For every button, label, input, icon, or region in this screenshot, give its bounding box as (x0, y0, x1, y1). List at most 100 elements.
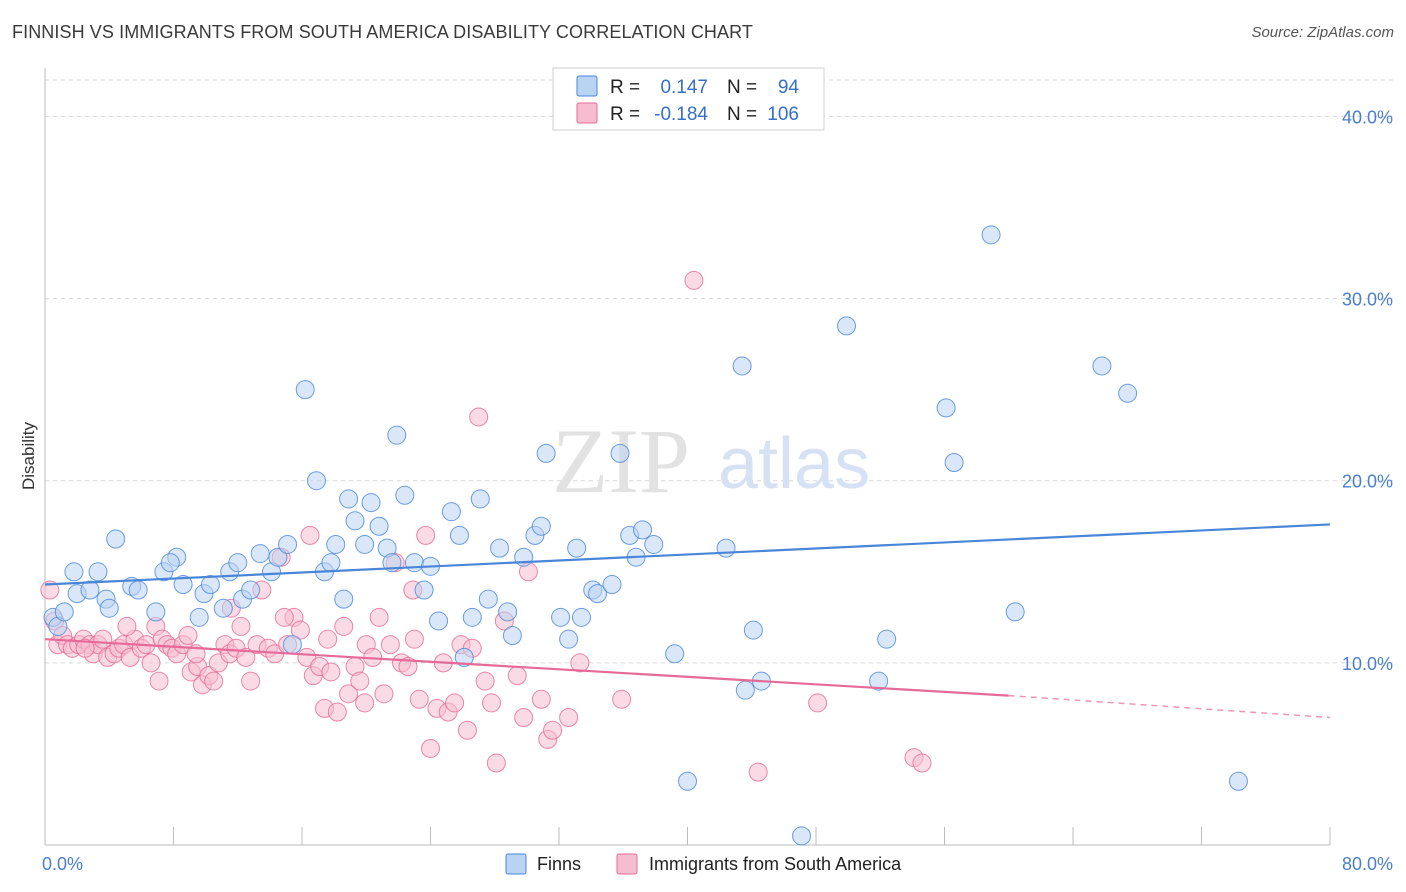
point-immigrants (241, 671, 261, 691)
point-immigrants (398, 657, 418, 676)
point-finns (732, 356, 752, 376)
trend-line-immigrants-extension (1008, 694, 1331, 719)
point-finns (588, 584, 608, 604)
legend-n-label-1: N = (727, 77, 757, 98)
point-finns (743, 620, 763, 640)
point-immigrants (149, 671, 169, 691)
point-finns (213, 598, 233, 618)
point-immigrants (369, 607, 389, 627)
point-immigrants (334, 616, 354, 636)
point-finns (470, 489, 490, 509)
point-finns (944, 453, 964, 472)
point-finns (665, 644, 685, 664)
axes (44, 68, 1331, 846)
point-immigrants (339, 684, 359, 704)
point-finns (295, 380, 315, 400)
point-immigrants (570, 653, 590, 673)
point-finns (404, 553, 424, 573)
point-immigrants (531, 689, 551, 709)
point-finns (429, 611, 449, 631)
point-finns (200, 575, 220, 595)
point-finns (490, 538, 510, 558)
point-immigrants (93, 629, 113, 649)
point-finns (106, 529, 126, 549)
point-immigrants (475, 671, 495, 691)
point-finns (54, 602, 74, 622)
point-finns (250, 544, 270, 564)
point-immigrants (355, 693, 375, 713)
point-finns (282, 635, 302, 655)
point-finns (228, 553, 248, 573)
point-immigrants (808, 693, 828, 713)
point-finns (792, 826, 812, 846)
x-tick-label: 80.0% (1342, 854, 1393, 874)
point-finns (531, 516, 551, 536)
x-tick-label: 0.0% (42, 854, 83, 874)
point-immigrants (374, 684, 394, 704)
y-tick-label: 30.0% (1342, 290, 1393, 310)
point-finns (610, 443, 630, 463)
point-finns (981, 225, 1001, 245)
point-finns (602, 575, 622, 595)
legend-swatch-finns (576, 75, 598, 97)
point-immigrants (482, 693, 502, 713)
point-finns (837, 316, 857, 336)
point-immigrants (75, 638, 95, 658)
point-finns (80, 580, 100, 600)
point-finns (877, 629, 897, 649)
point-finns (173, 575, 193, 595)
trend-line-immigrants (44, 638, 1009, 697)
series-legend: Finns Immigrants from South America (505, 853, 902, 875)
y-tick-label: 20.0% (1342, 472, 1393, 492)
point-immigrants (457, 720, 477, 740)
point-finns (559, 629, 579, 649)
bottom-legend-finns: Finns (537, 854, 581, 874)
point-finns (454, 647, 474, 667)
point-finns (633, 520, 653, 540)
point-immigrants (380, 635, 400, 655)
y-tick-label: 10.0% (1342, 654, 1393, 674)
y-axis-title: Disability (19, 421, 38, 490)
point-finns (99, 598, 119, 618)
point-immigrants (612, 689, 632, 709)
point-immigrants (416, 525, 436, 545)
point-immigrants (507, 666, 527, 686)
legend-r-label-2: R = (610, 104, 640, 125)
trend-lines (44, 523, 1331, 719)
point-finns (321, 553, 341, 573)
point-finns (160, 553, 180, 573)
point-finns (146, 602, 166, 622)
legend-n-value-2: 106 (767, 104, 799, 125)
point-immigrants (321, 662, 341, 682)
point-immigrants (486, 753, 506, 773)
point-finns (369, 516, 389, 536)
chart-title: FINNISH VS IMMIGRANTS FROM SOUTH AMERICA… (12, 22, 753, 42)
point-finns (1118, 383, 1138, 403)
point-immigrants (559, 708, 579, 727)
point-finns (1092, 356, 1112, 376)
point-finns (551, 607, 571, 627)
series-immigrants-points (40, 270, 932, 782)
point-immigrants (748, 762, 768, 782)
point-finns (502, 626, 522, 646)
point-immigrants (469, 407, 489, 427)
point-immigrants (543, 720, 563, 740)
legend-r-label-1: R = (610, 77, 640, 98)
tick-labels: 10.0% 20.0% 30.0% 40.0% 0.0% 80.0% (42, 107, 1393, 874)
point-immigrants (236, 647, 256, 667)
legend-r-value-1: 0.147 (660, 77, 708, 98)
point-immigrants (274, 607, 294, 627)
point-immigrants (290, 620, 310, 640)
point-immigrants (204, 671, 224, 691)
point-finns (1005, 602, 1025, 622)
point-finns (567, 538, 587, 558)
point-immigrants (178, 626, 198, 646)
bottom-legend-immigrants: Immigrants from South America (649, 854, 902, 874)
point-immigrants (327, 702, 347, 722)
legend-n-value-1: 94 (778, 77, 800, 98)
point-immigrants (514, 708, 534, 727)
point-finns (441, 502, 461, 522)
point-finns (189, 607, 209, 627)
point-finns (88, 562, 108, 582)
